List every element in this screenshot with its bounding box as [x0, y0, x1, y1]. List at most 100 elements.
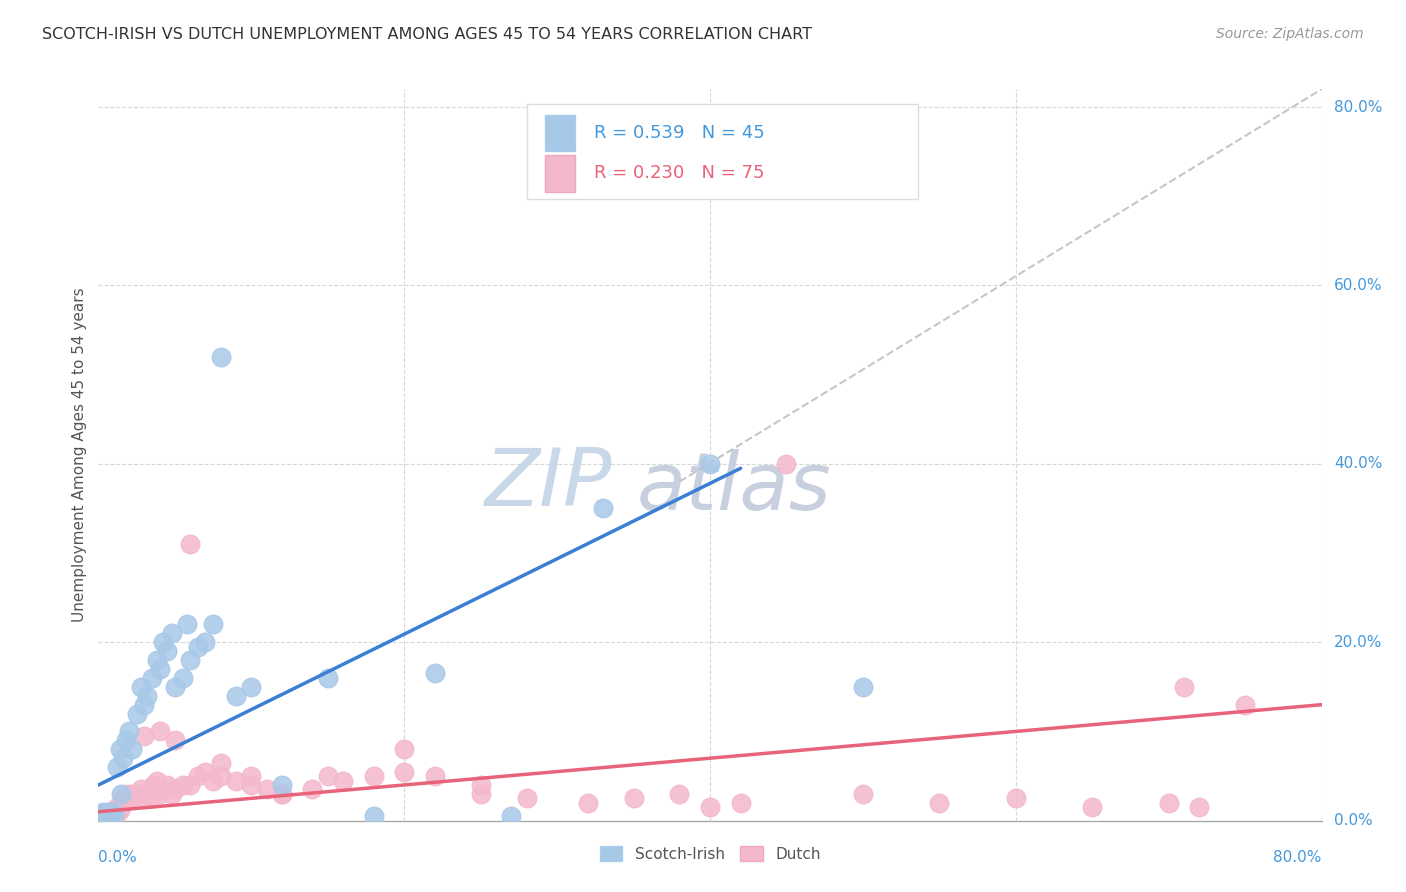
Point [156, 644, 179, 658]
Point [225, 689, 247, 703]
Point [209, 756, 232, 770]
Point [100, 806, 122, 821]
Point [103, 806, 125, 821]
Point [97, 806, 120, 821]
Point [225, 773, 247, 788]
Point [89, 809, 111, 823]
Point [110, 796, 132, 810]
Point [160, 626, 183, 640]
Text: SCOTCH-IRISH VS DUTCH UNEMPLOYMENT AMONG AGES 45 TO 54 YEARS CORRELATION CHART: SCOTCH-IRISH VS DUTCH UNEMPLOYMENT AMONG… [42, 27, 813, 42]
Point [209, 350, 232, 364]
Point [187, 769, 209, 783]
Point [470, 778, 492, 792]
Point [118, 791, 141, 805]
Point [97, 805, 120, 819]
Point [775, 457, 797, 471]
Point [105, 800, 128, 814]
Point [152, 635, 174, 649]
Point [1081, 800, 1104, 814]
Point [90, 806, 112, 821]
Point [121, 787, 143, 801]
Point [90, 806, 112, 821]
Point [115, 733, 138, 747]
Point [111, 751, 134, 765]
Point [101, 809, 124, 823]
Text: 80.0%: 80.0% [1334, 100, 1382, 114]
Point [423, 666, 446, 681]
Point [156, 778, 179, 792]
Bar [546, 155, 575, 192]
Point [172, 778, 194, 792]
Point [149, 662, 172, 676]
Point [91, 809, 114, 823]
Text: 0.0%: 0.0% [1334, 814, 1372, 828]
Bar [546, 115, 575, 152]
Text: 60.0%: 60.0% [1334, 278, 1382, 293]
Point [187, 640, 209, 654]
Point [270, 787, 292, 801]
Point [149, 724, 172, 739]
Point [928, 796, 950, 810]
Point [108, 803, 131, 817]
Point [111, 791, 134, 805]
Point [100, 806, 122, 821]
Point [316, 671, 339, 685]
Point [160, 787, 183, 801]
Point [202, 773, 225, 788]
Point [149, 787, 172, 801]
Text: R = 0.230   N = 75: R = 0.230 N = 75 [593, 164, 765, 182]
Point [179, 778, 201, 792]
Point [93, 806, 115, 821]
Point [392, 742, 416, 756]
Point [270, 787, 292, 801]
Point [136, 787, 159, 801]
Point [1004, 791, 1026, 805]
Point [93, 809, 115, 823]
Point [699, 800, 721, 814]
Point [179, 537, 201, 551]
Point [141, 671, 163, 685]
Point [194, 764, 217, 779]
Point [179, 653, 201, 667]
Point [240, 680, 263, 694]
Point [108, 742, 131, 756]
Point [256, 782, 278, 797]
Point [134, 791, 156, 805]
Point [392, 764, 416, 779]
Point [121, 742, 143, 756]
Point [112, 796, 135, 810]
Point [423, 769, 446, 783]
Point [501, 809, 523, 823]
Point [94, 809, 117, 823]
Point [134, 698, 156, 712]
Point [118, 724, 141, 739]
Point [1157, 796, 1180, 810]
Point [194, 635, 217, 649]
Point [145, 773, 167, 788]
Text: R = 0.539   N = 45: R = 0.539 N = 45 [593, 124, 765, 142]
Point [125, 706, 148, 721]
Point [129, 680, 152, 694]
Point [107, 805, 129, 819]
Point [94, 806, 117, 821]
Point [301, 782, 323, 797]
Point [145, 653, 167, 667]
Point [576, 796, 599, 810]
Text: 40.0%: 40.0% [1334, 457, 1382, 471]
Text: atlas: atlas [637, 449, 831, 527]
Point [139, 791, 162, 805]
Point [163, 782, 186, 797]
Point [470, 787, 492, 801]
Point [592, 501, 614, 516]
Point [623, 791, 645, 805]
Text: 80.0%: 80.0% [1274, 850, 1322, 865]
Point [332, 773, 354, 788]
Point [91, 805, 114, 819]
Point [115, 791, 138, 805]
Y-axis label: Unemployment Among Ages 45 to 54 years: Unemployment Among Ages 45 to 54 years [72, 287, 87, 623]
Point [136, 689, 159, 703]
Point [240, 769, 263, 783]
Point [852, 680, 875, 694]
Point [163, 733, 186, 747]
Point [852, 787, 875, 801]
